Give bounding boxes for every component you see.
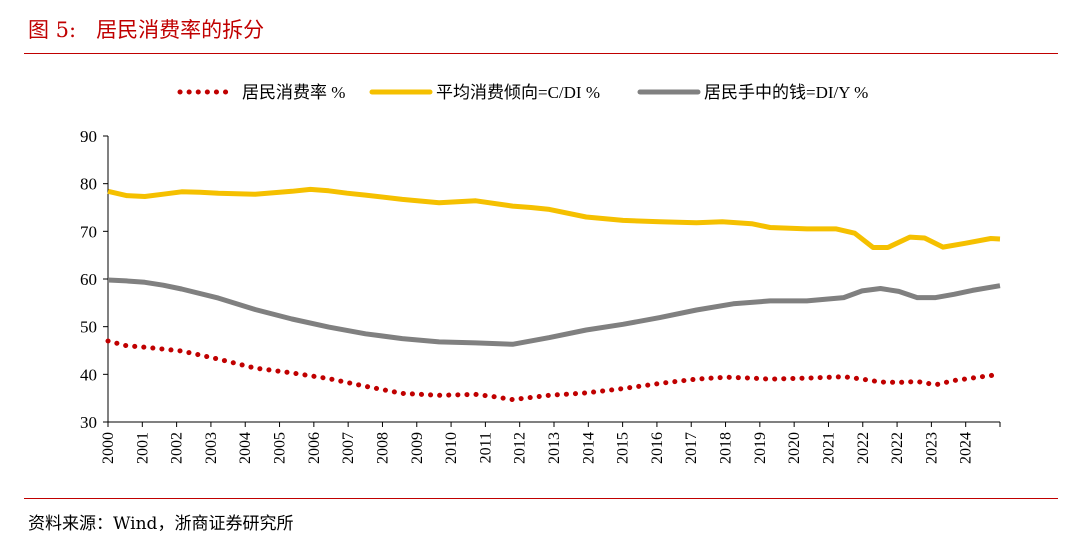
line-chart: 居民消费率 % 平均消费倾向=C/DI % 居民手中的钱=DI/Y % 30 40 50…	[80, 83, 1003, 464]
x-tick-label: 2010	[443, 432, 460, 464]
x-tick-label: 2001	[134, 432, 151, 464]
x-tick-label: 2024	[958, 432, 975, 464]
legend-label-1: 居民消费率 %	[242, 83, 345, 102]
source-note: 资料来源：Wind，浙商证券研究所	[28, 514, 294, 534]
y-tick-label: 80	[80, 175, 97, 194]
x-tick-label: 2023	[923, 432, 940, 464]
x-tick-label: 2022	[855, 432, 872, 464]
legend-label-2: 平均消费倾向=C/DI %	[436, 83, 600, 102]
x-tick-label: 2009	[409, 432, 426, 464]
legend-label-3: 居民手中的钱=DI/Y %	[704, 83, 868, 102]
x-tick-label: 2019	[752, 432, 769, 464]
chart-series	[105, 186, 1003, 403]
x-tick-label: 2004	[237, 432, 254, 464]
x-tick-label: 2011	[477, 432, 494, 463]
x-tick-label: 2007	[340, 432, 357, 464]
x-tick-label: 2000	[100, 432, 117, 464]
series-line-1	[105, 338, 1003, 403]
x-tick-label: 2002	[169, 432, 186, 464]
source-rule	[24, 498, 1058, 499]
y-tick-label: 90	[80, 127, 97, 146]
y-tick-label: 60	[80, 270, 97, 289]
y-tick-label: 40	[80, 365, 97, 384]
x-tick-label: 2015	[615, 432, 632, 464]
chart-legend: 居民消费率 % 平均消费倾向=C/DI % 居民手中的钱=DI/Y %	[177, 83, 868, 102]
series-line-3	[107, 277, 1001, 347]
x-tick-label: 2005	[272, 432, 289, 464]
y-tick-label: 50	[80, 318, 97, 337]
figure-title: 图 5: 居民消费率的拆分	[28, 18, 265, 42]
y-tick-label: 70	[80, 222, 97, 241]
x-tick-label: 2013	[546, 432, 563, 464]
x-tick-label: 2008	[374, 432, 391, 464]
x-tick-label: 2003	[203, 432, 220, 464]
x-tick-label: 2018	[718, 432, 735, 464]
y-tick-label: 30	[80, 413, 97, 432]
x-tick-label: 2022	[889, 432, 906, 464]
series-line-2	[107, 186, 1001, 250]
chart-axes: 30 40 50 60 70 80 90 2000 2001 2002 2003 2004 2005 20…	[80, 127, 1001, 464]
x-tick-label: 2012	[512, 432, 529, 464]
x-tick-label: 2017	[683, 432, 700, 464]
title-rule	[24, 53, 1058, 54]
x-tick-label: 2006	[306, 432, 323, 464]
x-tick-label: 2020	[786, 432, 803, 464]
x-tick-label: 2021	[820, 432, 837, 464]
x-tick-label: 2014	[580, 432, 597, 464]
x-tick-label: 2016	[649, 432, 666, 464]
